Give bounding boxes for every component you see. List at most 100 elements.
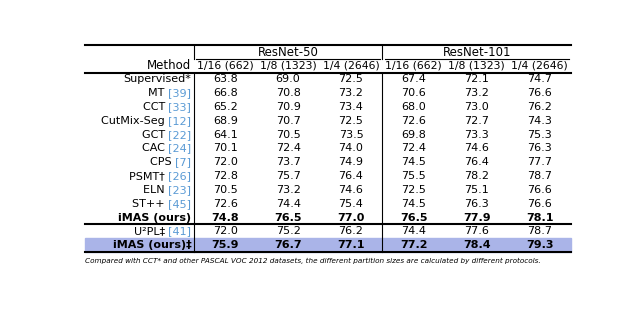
Text: 74.6: 74.6 bbox=[464, 143, 489, 153]
Text: CAC: CAC bbox=[142, 143, 168, 153]
Text: 72.6: 72.6 bbox=[212, 199, 237, 209]
Text: [12]: [12] bbox=[168, 116, 191, 126]
Text: 77.6: 77.6 bbox=[464, 226, 489, 236]
Text: 72.8: 72.8 bbox=[212, 171, 237, 181]
Text: CPS: CPS bbox=[150, 157, 175, 167]
Text: 74.9: 74.9 bbox=[339, 157, 364, 167]
Text: GCT: GCT bbox=[141, 130, 168, 140]
Text: 69.8: 69.8 bbox=[401, 130, 426, 140]
Text: 78.7: 78.7 bbox=[527, 226, 552, 236]
Text: 76.4: 76.4 bbox=[339, 171, 364, 181]
Text: 78.1: 78.1 bbox=[526, 213, 554, 223]
Text: 63.8: 63.8 bbox=[213, 74, 237, 85]
Text: 72.4: 72.4 bbox=[276, 143, 301, 153]
Text: 77.7: 77.7 bbox=[527, 157, 552, 167]
Text: CCT: CCT bbox=[143, 102, 168, 112]
Text: [22]: [22] bbox=[168, 130, 191, 140]
Text: [41]: [41] bbox=[168, 226, 191, 236]
Text: 72.0: 72.0 bbox=[212, 157, 237, 167]
Text: CutMix-Seg: CutMix-Seg bbox=[101, 116, 168, 126]
Text: 70.1: 70.1 bbox=[213, 143, 237, 153]
Text: 74.3: 74.3 bbox=[527, 116, 552, 126]
Text: [7]: [7] bbox=[175, 157, 191, 167]
Text: [26]: [26] bbox=[168, 171, 191, 181]
Text: 76.2: 76.2 bbox=[339, 226, 364, 236]
Text: 78.2: 78.2 bbox=[464, 171, 489, 181]
Text: 73.2: 73.2 bbox=[464, 88, 489, 98]
Text: 66.8: 66.8 bbox=[213, 88, 237, 98]
Text: 74.0: 74.0 bbox=[339, 143, 364, 153]
Text: 65.2: 65.2 bbox=[213, 102, 237, 112]
Text: 76.6: 76.6 bbox=[527, 199, 552, 209]
Text: 64.1: 64.1 bbox=[213, 130, 237, 140]
Text: 1/16 (662): 1/16 (662) bbox=[197, 61, 253, 71]
Text: Method: Method bbox=[147, 59, 191, 72]
Text: 1/8 (1323): 1/8 (1323) bbox=[449, 61, 505, 71]
Text: [33]: [33] bbox=[168, 102, 191, 112]
Text: 76.6: 76.6 bbox=[527, 185, 552, 195]
Text: ST++: ST++ bbox=[132, 199, 168, 209]
Text: 74.4: 74.4 bbox=[276, 199, 301, 209]
Text: 75.4: 75.4 bbox=[339, 199, 364, 209]
Text: 76.6: 76.6 bbox=[527, 88, 552, 98]
Text: 75.2: 75.2 bbox=[276, 226, 301, 236]
Text: 72.0: 72.0 bbox=[212, 226, 237, 236]
Text: iMAS (ours)‡: iMAS (ours)‡ bbox=[113, 240, 191, 250]
Text: 74.4: 74.4 bbox=[401, 226, 426, 236]
Text: Supervised*: Supervised* bbox=[124, 74, 191, 85]
Text: 75.5: 75.5 bbox=[401, 171, 426, 181]
Text: 74.5: 74.5 bbox=[401, 157, 426, 167]
Text: 77.1: 77.1 bbox=[337, 240, 365, 250]
Text: 70.6: 70.6 bbox=[401, 88, 426, 98]
Text: 67.4: 67.4 bbox=[401, 74, 426, 85]
Text: [23]: [23] bbox=[168, 185, 191, 195]
Text: 72.4: 72.4 bbox=[401, 143, 426, 153]
Text: 1/8 (1323): 1/8 (1323) bbox=[260, 61, 316, 71]
Text: 72.7: 72.7 bbox=[464, 116, 489, 126]
Text: 72.5: 72.5 bbox=[401, 185, 426, 195]
Text: iMAS (ours): iMAS (ours) bbox=[118, 213, 191, 223]
Text: MT: MT bbox=[148, 88, 168, 98]
Text: [39]: [39] bbox=[168, 88, 191, 98]
Bar bbox=[85, 238, 571, 252]
Text: 70.5: 70.5 bbox=[276, 130, 300, 140]
Text: ELN: ELN bbox=[143, 185, 168, 195]
Text: 68.0: 68.0 bbox=[401, 102, 426, 112]
Text: 74.6: 74.6 bbox=[339, 185, 364, 195]
Text: 72.1: 72.1 bbox=[464, 74, 489, 85]
Text: 76.4: 76.4 bbox=[464, 157, 489, 167]
Text: [24]: [24] bbox=[168, 143, 191, 153]
Text: 77.2: 77.2 bbox=[400, 240, 428, 250]
Text: 73.0: 73.0 bbox=[465, 102, 489, 112]
Text: 78.4: 78.4 bbox=[463, 240, 490, 250]
Text: PSMT†: PSMT† bbox=[129, 171, 168, 181]
Text: 76.3: 76.3 bbox=[465, 199, 489, 209]
Text: 75.9: 75.9 bbox=[211, 240, 239, 250]
Text: 75.3: 75.3 bbox=[527, 130, 552, 140]
Text: 76.5: 76.5 bbox=[400, 213, 428, 223]
Text: 76.3: 76.3 bbox=[527, 143, 552, 153]
Text: 73.4: 73.4 bbox=[339, 102, 364, 112]
Text: 76.2: 76.2 bbox=[527, 102, 552, 112]
Text: 70.9: 70.9 bbox=[276, 102, 301, 112]
Text: 76.5: 76.5 bbox=[275, 213, 302, 223]
Text: 75.1: 75.1 bbox=[465, 185, 489, 195]
Text: 72.5: 72.5 bbox=[339, 74, 364, 85]
Text: 76.7: 76.7 bbox=[275, 240, 302, 250]
Text: 73.7: 73.7 bbox=[276, 157, 301, 167]
Text: 70.8: 70.8 bbox=[276, 88, 301, 98]
Text: 75.7: 75.7 bbox=[276, 171, 301, 181]
Text: ResNet-101: ResNet-101 bbox=[442, 45, 511, 59]
Text: 73.2: 73.2 bbox=[339, 88, 364, 98]
Text: 1/16 (662): 1/16 (662) bbox=[385, 61, 442, 71]
Text: 70.5: 70.5 bbox=[213, 185, 237, 195]
Text: 72.6: 72.6 bbox=[401, 116, 426, 126]
Text: ResNet-50: ResNet-50 bbox=[258, 45, 319, 59]
Text: 73.3: 73.3 bbox=[465, 130, 489, 140]
Text: 77.9: 77.9 bbox=[463, 213, 490, 223]
Text: 68.9: 68.9 bbox=[212, 116, 237, 126]
Text: 70.7: 70.7 bbox=[276, 116, 301, 126]
Text: 78.7: 78.7 bbox=[527, 171, 552, 181]
Text: 72.5: 72.5 bbox=[339, 116, 364, 126]
Text: 79.3: 79.3 bbox=[526, 240, 554, 250]
